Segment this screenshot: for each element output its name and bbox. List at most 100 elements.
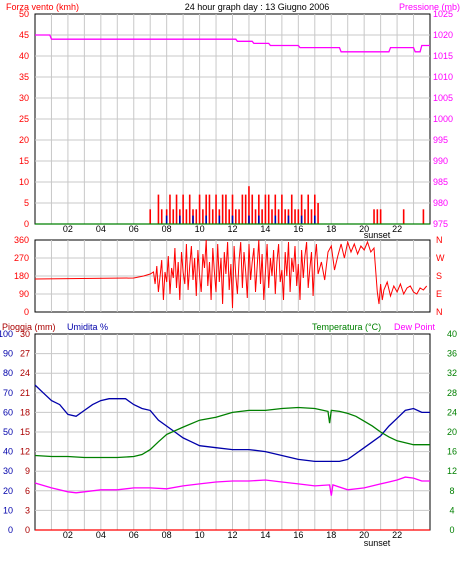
gust-bar: [205, 215, 207, 224]
x-tick-label-bottom: 06: [129, 530, 139, 540]
rain-tick-label: 0: [25, 525, 30, 535]
wind-bar: [215, 194, 217, 224]
x-tick-label-top: 06: [129, 224, 139, 234]
humidity-tick-label: 0: [8, 525, 13, 535]
wind-bar: [317, 203, 319, 224]
compass-tick-label: S: [436, 271, 442, 281]
temperature-tick-label: 16: [447, 447, 457, 457]
x-tick-label-top: 04: [96, 224, 106, 234]
wind-bar: [271, 209, 273, 224]
pressure-tick-label: 990: [433, 156, 448, 166]
compass-tick-label: N: [436, 235, 443, 245]
wind-tick-label: 35: [19, 72, 29, 82]
x-tick-label-bottom: 04: [96, 530, 106, 540]
data-layer: [34, 34, 430, 531]
direction-tick-label: 180: [14, 271, 29, 281]
wind-bar: [373, 209, 375, 224]
gust-bar: [248, 215, 250, 224]
wind-bar: [175, 194, 178, 224]
direction-tick-label: 360: [14, 235, 29, 245]
rain-tick-label: 3: [25, 505, 30, 515]
gust-bar: [179, 215, 181, 224]
wind-bar: [297, 209, 300, 224]
gust-bar: [258, 215, 260, 224]
x-tick-label-top: 02: [63, 224, 73, 234]
wind-tick-label: 25: [19, 114, 29, 124]
gust-bar: [192, 215, 194, 224]
wind-bar: [310, 209, 313, 224]
wind-bar: [221, 194, 224, 224]
wind-bar: [185, 209, 188, 224]
x-tick-label-top: 08: [162, 224, 172, 234]
wind-bar: [254, 209, 257, 224]
gust-bar: [313, 215, 316, 224]
wind-bar: [202, 209, 204, 224]
wind-bar: [313, 194, 316, 224]
wind-tick-label: 10: [19, 177, 29, 187]
pressure-tick-label: 1025: [433, 9, 453, 19]
grid-layer: [35, 14, 430, 530]
x-tick-label-top: 20: [359, 224, 369, 234]
humidity-tick-label: 70: [3, 388, 13, 398]
wind-axis-title: Forza vento (kmh): [6, 2, 79, 12]
wind-bar: [248, 186, 250, 224]
humidity-tick-label: 90: [3, 349, 13, 359]
direction-tick-label: 270: [14, 253, 29, 263]
pressure-tick-label: 1015: [433, 51, 453, 61]
pressure-axis-title: Pressione (mb): [399, 2, 460, 12]
gust-bar: [218, 215, 221, 224]
gust-bar: [287, 215, 290, 224]
wind-bar: [281, 194, 283, 224]
wind-bar: [277, 209, 280, 224]
rain-tick-label: 9: [25, 466, 30, 476]
wind-bar: [188, 194, 191, 224]
wind-bar: [211, 209, 214, 224]
wind-bar: [261, 209, 263, 224]
wind-bar: [157, 194, 160, 224]
pressure-tick-label: 1000: [433, 114, 453, 124]
wind-bar: [267, 194, 270, 224]
humidity-tick-label: 40: [3, 447, 13, 457]
wind-bar: [225, 194, 227, 224]
humidity-tick-label: 50: [3, 427, 13, 437]
x-tick-label-bottom: 14: [260, 530, 270, 540]
wind-bar: [198, 194, 201, 224]
x-tick-label-bottom: 22: [392, 530, 402, 540]
pressure-tick-label: 985: [433, 177, 448, 187]
compass-tick-label: W: [436, 253, 445, 263]
x-tick-label-top: 22: [392, 224, 402, 234]
wind-bar: [238, 209, 240, 224]
x-tick-label-top: 18: [326, 224, 336, 234]
wind-bar: [422, 209, 425, 224]
wind-bar: [402, 209, 405, 224]
gust-bar: [165, 215, 168, 224]
pressure-tick-label: 1010: [433, 72, 453, 82]
temperature-tick-label: 36: [447, 349, 457, 359]
x-tick-label-top: 16: [293, 224, 303, 234]
rain-tick-label: 18: [20, 407, 30, 417]
humidity-tick-label: 60: [3, 407, 13, 417]
rain-tick-label: 12: [20, 447, 30, 457]
x-tick-label-top: 10: [195, 224, 205, 234]
temperature-tick-label: 8: [449, 486, 454, 496]
wind-bar: [160, 209, 163, 224]
wind-bar: [290, 194, 293, 224]
x-tick-label-top: 12: [227, 224, 237, 234]
wind-bar: [149, 209, 152, 224]
wind-bar: [300, 194, 303, 224]
temperature-tick-label: 40: [447, 329, 457, 339]
rain-tick-label: 15: [20, 427, 30, 437]
wind-tick-label: 40: [19, 51, 29, 61]
dewpoint-axis-title: Dew Point: [394, 322, 436, 332]
pressure-line: [35, 34, 430, 53]
wind-bar: [234, 209, 237, 224]
wind-tick-label: 50: [19, 9, 29, 19]
temperature-tick-label: 32: [447, 368, 457, 378]
wind-bar: [205, 194, 207, 224]
wind-tick-label: 0: [24, 219, 29, 229]
pressure-tick-label: 975: [433, 219, 448, 229]
wind-bar: [307, 194, 310, 224]
